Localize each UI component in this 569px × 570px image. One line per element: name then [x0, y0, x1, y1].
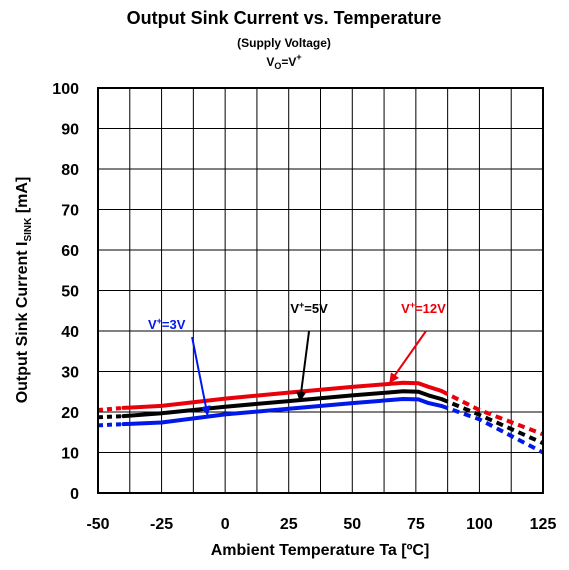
condition-sup: + [296, 52, 301, 62]
condition-sub: O [274, 61, 281, 71]
series-line-dashed-start [97, 422, 124, 428]
series-line-dashed-end [440, 404, 544, 455]
series-label-sup: + [157, 316, 162, 326]
series-label-tail: =12V [415, 301, 446, 316]
series-label-tail: =3V [162, 317, 186, 332]
x-tick-label: 25 [280, 516, 298, 533]
series-line-dashed-start [97, 405, 124, 412]
x-tick-label: -50 [86, 516, 109, 533]
plot-frame [97, 87, 544, 494]
series-annotation-arrow [296, 330, 311, 402]
series-label: V+=5V [290, 300, 328, 316]
series-label-tail: =5V [304, 301, 328, 316]
x-tick-labels: -50 -25 0 25 50 75 100 125 [86, 516, 556, 533]
series-label-base: V [290, 301, 299, 316]
series-label: V+=12V [401, 300, 446, 316]
x-tick-label: 100 [466, 516, 493, 533]
series-line-dashed-start [97, 414, 124, 420]
series-line-dashed-end [440, 397, 544, 446]
y-tick-label: 60 [61, 243, 79, 260]
series-label-base: V [401, 301, 410, 316]
y-tick-labels: 0 10 20 30 40 50 60 70 80 90 100 [52, 81, 79, 503]
y-axis-label-tail: [mA] [14, 177, 31, 218]
series-annotation-arrow [191, 336, 211, 416]
x-tick-label: 125 [530, 516, 557, 533]
y-tick-label: 90 [61, 122, 79, 139]
y-axis-label-sub: SINK [23, 217, 34, 242]
y-tick-label: 10 [61, 446, 79, 463]
series-label-base: V [148, 317, 157, 332]
chart-title: Output Sink Current vs. Temperature [127, 8, 442, 28]
x-axis-label: Ambient Temperature Ta [ºC] [211, 542, 430, 559]
series-line [121, 397, 444, 427]
condition-base: V [266, 55, 274, 69]
y-tick-label: 50 [61, 284, 79, 301]
chart-condition: VO=V+ [266, 52, 301, 71]
series-line-dashed-end [440, 389, 544, 437]
y-axis-label-main: Output Sink Current I [14, 242, 31, 404]
y-tick-label: 20 [61, 405, 79, 422]
y-tick-label: 40 [61, 324, 79, 341]
y-tick-label: 100 [52, 81, 79, 98]
x-tick-label: 75 [407, 516, 425, 533]
x-tick-label: 0 [221, 516, 230, 533]
y-axis-label: Output Sink Current ISINK [mA] [14, 177, 34, 404]
series-annotation-arrow [389, 330, 427, 384]
y-tick-label: 30 [61, 365, 79, 382]
grid [98, 88, 543, 493]
y-tick-label: 70 [61, 203, 79, 220]
series-label-sup: + [410, 300, 415, 310]
condition-mid: =V [281, 55, 296, 69]
chart-subtitle: (Supply Voltage) [237, 36, 331, 50]
y-tick-label: 80 [61, 162, 79, 179]
series-line [121, 380, 444, 410]
x-tick-label: -25 [150, 516, 173, 533]
series-label-sup: + [299, 300, 304, 310]
series-group [97, 380, 544, 455]
series-line [121, 389, 444, 419]
x-tick-label: 50 [343, 516, 361, 533]
y-tick-label: 0 [70, 486, 79, 503]
series-label: V+=3V [148, 316, 186, 332]
